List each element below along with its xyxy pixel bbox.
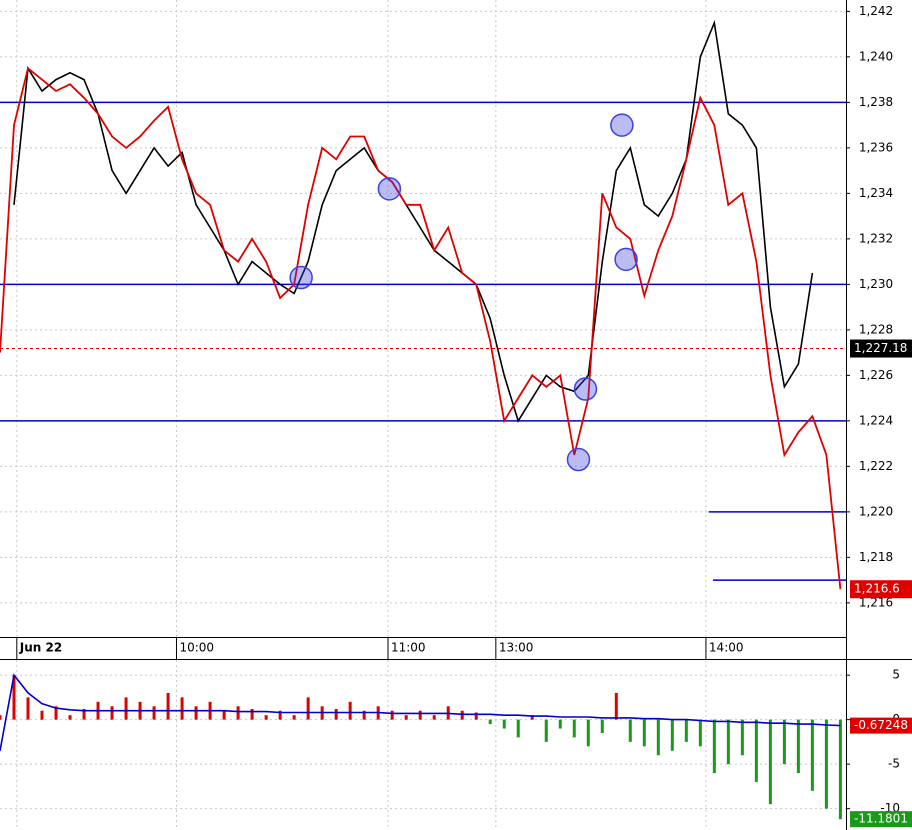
histogram-bar xyxy=(712,719,716,774)
histogram-bar xyxy=(824,719,828,809)
histogram-bar xyxy=(180,697,184,720)
y-tick-label: -5 xyxy=(888,757,900,771)
histogram-bar xyxy=(642,719,646,747)
histogram-bar xyxy=(82,708,86,720)
x-tick-label: 13:00 xyxy=(499,641,534,655)
histogram-bar xyxy=(26,697,30,720)
histogram-bar xyxy=(306,697,310,720)
reference-label-box xyxy=(850,339,912,358)
histogram-bar xyxy=(474,712,478,720)
histogram-bar xyxy=(68,715,72,720)
reference-label: 1,227.18 xyxy=(854,341,907,355)
histogram-bar xyxy=(222,710,226,720)
y-tick-label: 1,216 xyxy=(859,595,893,609)
price-line xyxy=(13,19,814,423)
histogram-bar xyxy=(40,710,44,720)
histogram-bar xyxy=(572,719,576,738)
y-tick-label: 1,238 xyxy=(859,95,893,109)
histogram-bar xyxy=(460,710,464,720)
histogram-bar xyxy=(166,692,170,720)
y-tick-label: 5 xyxy=(892,668,900,682)
histogram-bar xyxy=(250,708,254,720)
histogram-bar xyxy=(152,706,156,720)
x-tick-label: Jun 22 xyxy=(19,641,62,655)
x-tick-label: 11:00 xyxy=(391,641,426,655)
y-tick-label: 1,222 xyxy=(859,459,893,473)
signal-marker xyxy=(289,265,313,290)
histogram-bar xyxy=(194,706,198,720)
histogram-bar xyxy=(110,706,114,720)
histogram-bar xyxy=(348,701,352,720)
histogram-bar xyxy=(278,710,282,720)
value-label-box xyxy=(850,717,912,734)
y-tick-label: 1,240 xyxy=(859,49,893,63)
histogram-bar xyxy=(418,710,422,720)
histogram-bar xyxy=(698,719,702,747)
histogram-bar xyxy=(586,719,590,747)
y-tick-label: 1,218 xyxy=(859,550,893,564)
histogram-bar xyxy=(0,715,2,720)
y-tick-label: 1,236 xyxy=(859,140,893,154)
y-tick-label: 1,242 xyxy=(859,4,893,18)
histogram-bar xyxy=(502,719,506,729)
histogram-bar xyxy=(12,675,16,720)
y-tick-label: 1,228 xyxy=(859,322,893,336)
histogram-bar xyxy=(236,706,240,720)
histogram-bar xyxy=(684,719,688,742)
signal-marker xyxy=(377,177,402,201)
y-tick-label: 1,224 xyxy=(859,413,893,427)
histogram-bar xyxy=(264,715,268,720)
histogram-bar xyxy=(432,715,436,720)
histogram-bar xyxy=(362,710,366,720)
histogram-bar xyxy=(292,715,296,720)
last-price-label: 1,216.6 xyxy=(854,582,900,596)
average-line xyxy=(0,673,841,751)
value-label: -11.1801 xyxy=(854,812,908,826)
y-tick-label: 1,230 xyxy=(859,277,893,291)
histogram-bar xyxy=(404,715,408,720)
histogram-bar xyxy=(54,706,58,720)
y-tick-label: 1,220 xyxy=(859,504,893,518)
last-price-box xyxy=(850,580,912,599)
histogram-bar xyxy=(614,692,618,720)
histogram-bar xyxy=(768,719,772,805)
histogram-bar xyxy=(838,719,842,820)
y-tick-label: 1,232 xyxy=(859,231,893,245)
price-line xyxy=(0,66,842,590)
histogram-bar xyxy=(782,719,786,765)
histogram-bar xyxy=(810,719,814,791)
histogram-bar xyxy=(516,719,520,738)
histogram-bar xyxy=(334,708,338,720)
y-tick-label: 1,234 xyxy=(859,186,893,200)
histogram-bar xyxy=(726,719,730,765)
signal-marker xyxy=(610,113,634,137)
signal-marker xyxy=(614,247,638,272)
signal-marker xyxy=(573,377,598,401)
value-label-box xyxy=(850,811,912,828)
histogram-bar xyxy=(488,719,492,725)
histogram-bar xyxy=(670,719,674,751)
histogram-bar xyxy=(628,719,632,742)
histogram-bar xyxy=(656,719,660,756)
x-tick-label: 14:00 xyxy=(709,641,744,655)
histogram-bar xyxy=(754,719,758,782)
y-tick-label: 1,226 xyxy=(859,368,893,382)
histogram-bar xyxy=(530,715,534,720)
x-tick-label: 10:00 xyxy=(179,641,214,655)
signal-marker xyxy=(566,447,591,472)
histogram-bar xyxy=(544,719,548,742)
histogram-bar xyxy=(600,719,604,733)
histogram-bar xyxy=(558,719,562,729)
histogram-bar xyxy=(796,719,800,774)
histogram-bar xyxy=(740,719,744,756)
value-label: -0.67248 xyxy=(854,718,908,732)
histogram-bar xyxy=(390,710,394,720)
histogram-bar xyxy=(124,697,128,720)
